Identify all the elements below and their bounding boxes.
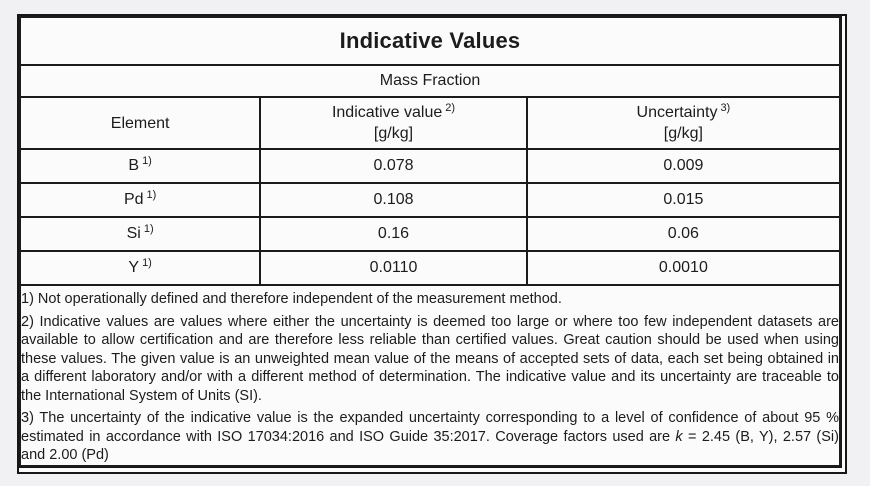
col-header-indicative-value: Indicative value 2) [g/kg] — [259, 96, 528, 150]
footnotes-row: 1) Not operationally defined and therefo… — [19, 284, 841, 467]
indicative-value-label: Indicative value — [331, 104, 443, 121]
cell-element-y: Y 1) — [18, 250, 262, 286]
table-header-row: Element Indicative value 2) [g/kg] Uncert… — [18, 96, 842, 150]
cell-uncertainty-pd: 0.015 — [525, 182, 842, 218]
footnote-ref-1: 1) — [146, 188, 157, 201]
footnote-ref-2: 2) — [445, 101, 456, 114]
col-header-uncertainty: Uncertainty 3) [g/kg] — [525, 96, 842, 150]
cell-element-si: Si 1) — [18, 216, 262, 252]
indicative-values-table: Indicative Values Mass Fraction Element … — [18, 16, 842, 468]
footnotes-cell: 1) Not operationally defined and therefo… — [19, 284, 841, 467]
table-row-si: Si 1) 0.16 0.06 — [18, 216, 842, 252]
table-row-b: B 1) 0.078 0.009 — [18, 148, 842, 184]
indicative-values-panel: Indicative Values Mass Fraction Element … — [17, 14, 847, 474]
table-row-y: Y 1) 0.0110 0.0010 — [18, 250, 842, 286]
footnote-2: 2) Indicative values are values where ei… — [21, 313, 839, 404]
cell-value-b: 0.078 — [259, 148, 528, 184]
footnote-ref-1: 1) — [142, 256, 152, 269]
cell-element-pd: Pd 1) — [18, 182, 262, 218]
footnote-ref-1: 1) — [142, 154, 152, 167]
uncertainty-unit: [g/kg] — [663, 125, 703, 142]
uncertainty-label: Uncertainty — [636, 104, 718, 121]
table-row-pd: Pd 1) 0.108 0.015 — [18, 182, 842, 218]
cell-value-y: 0.0110 — [259, 250, 528, 286]
footnote-ref-1: 1) — [143, 222, 154, 235]
title-row: Indicative Values — [19, 16, 841, 66]
cell-value-si: 0.16 — [259, 216, 528, 252]
coverage-factor-k: k — [675, 428, 683, 445]
subtitle-row: Mass Fraction — [19, 64, 841, 98]
col-header-element-label: Element — [110, 114, 170, 132]
page-title: Indicative Values — [19, 16, 841, 66]
footnote-ref-3: 3) — [720, 101, 731, 114]
cell-uncertainty-si: 0.06 — [525, 216, 842, 252]
indicative-value-unit: [g/kg] — [373, 125, 414, 142]
cell-value-pd: 0.108 — [259, 182, 528, 218]
cell-uncertainty-y: 0.0010 — [525, 250, 842, 286]
cell-uncertainty-b: 0.009 — [525, 148, 842, 184]
mass-fraction-label: Mass Fraction — [19, 64, 841, 98]
col-header-element: Element — [18, 96, 262, 150]
footnote-3: 3) The uncertainty of the indicative val… — [21, 410, 839, 463]
footnote-1: 1) Not operationally defined and therefo… — [21, 291, 562, 307]
cell-element-b: B 1) — [18, 148, 262, 184]
